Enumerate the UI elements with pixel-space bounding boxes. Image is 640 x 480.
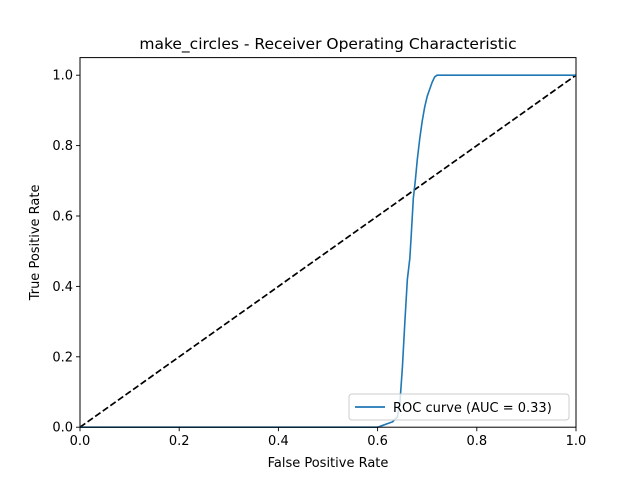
x-tick-label: 0.8 <box>466 434 487 449</box>
x-tick-label: 1.0 <box>566 434 587 449</box>
series-layer <box>79 74 577 428</box>
legend-box <box>348 393 570 421</box>
x-tick-label: 0.6 <box>367 434 388 449</box>
plot-area <box>79 57 577 428</box>
y-tick-label: 0.2 <box>52 350 73 365</box>
y-tick-label: 0.6 <box>52 210 73 225</box>
legend-label: ROC curve (AUC = 0.33) <box>393 401 552 416</box>
y-axis-label: True Positive Rate <box>28 184 43 301</box>
x-tick-label: 0.4 <box>268 434 289 449</box>
x-axis-label: False Positive Rate <box>268 456 389 471</box>
y-tick-label: 0.8 <box>52 139 73 154</box>
y-tick-label: 1.0 <box>52 69 73 84</box>
x-tick-label: 0.0 <box>70 434 91 449</box>
y-tick-label: 0.0 <box>52 421 73 436</box>
x-axis: 0.0 0.2 0.4 0.6 0.8 1.0 <box>70 427 587 449</box>
roc-curve-line <box>80 74 576 428</box>
chart-title: make_circles - Receiver Operating Charac… <box>139 35 516 54</box>
chance-diagonal-line <box>79 74 577 428</box>
plot-frame <box>79 57 577 428</box>
legend: ROC curve (AUC = 0.33) <box>348 393 570 421</box>
x-tick-label: 0.2 <box>169 434 190 449</box>
y-tick-label: 0.4 <box>52 280 73 295</box>
y-axis: 0.0 0.2 0.4 0.6 0.8 1.0 <box>52 69 80 436</box>
plot-background <box>80 57 576 428</box>
